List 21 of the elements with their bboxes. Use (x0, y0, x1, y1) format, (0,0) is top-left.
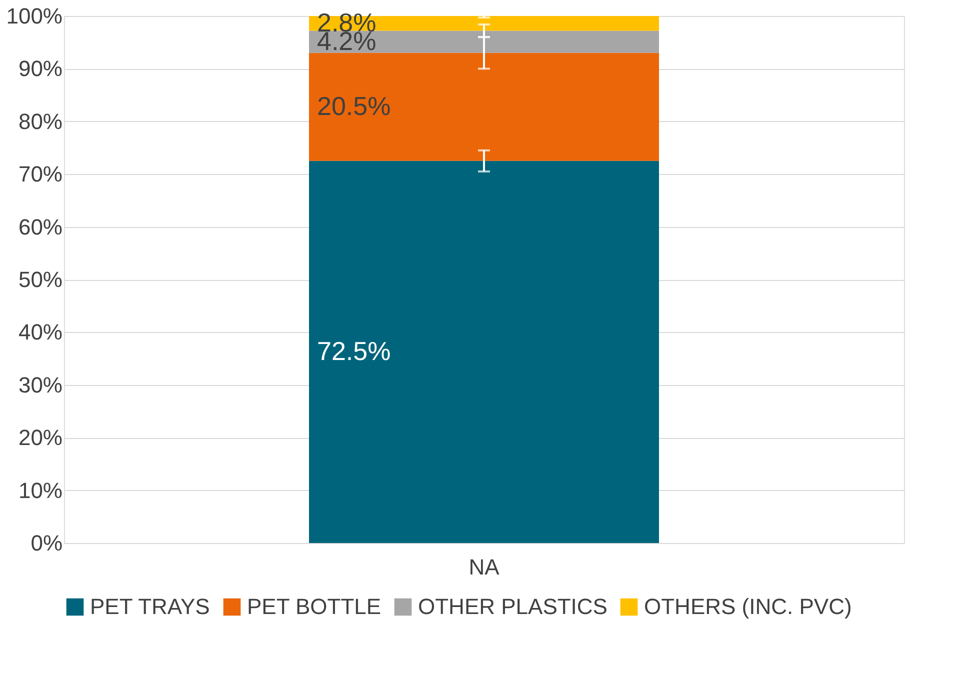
y-tick-label: 10% (18, 478, 62, 503)
x-tick-label: NA (468, 554, 500, 580)
y-tick-label: 20% (18, 425, 62, 450)
data-label: 72.5% (317, 336, 391, 366)
y-tick-label: 40% (18, 320, 62, 345)
legend-label: PET BOTTLE (247, 594, 382, 619)
bar (309, 30, 659, 53)
y-tick-label: 0% (30, 530, 62, 556)
y-tick-label: 100% (6, 4, 62, 28)
y-tick-label: 70% (18, 162, 62, 187)
legend-label: PET TRAYS (90, 594, 210, 619)
legend-label: OTHER PLASTICS (418, 594, 608, 619)
y-tick-label: 90% (18, 56, 62, 82)
legend-label: OTHERS (INC. PVC) (644, 594, 852, 619)
y-tick-label: 60% (18, 214, 62, 240)
y-tick-label: 30% (18, 372, 62, 398)
data-label: 20.5% (317, 90, 391, 121)
y-tick-label: 80% (18, 108, 62, 134)
bar (309, 160, 659, 543)
bar (309, 52, 659, 161)
y-tick-label: 50% (18, 267, 62, 292)
